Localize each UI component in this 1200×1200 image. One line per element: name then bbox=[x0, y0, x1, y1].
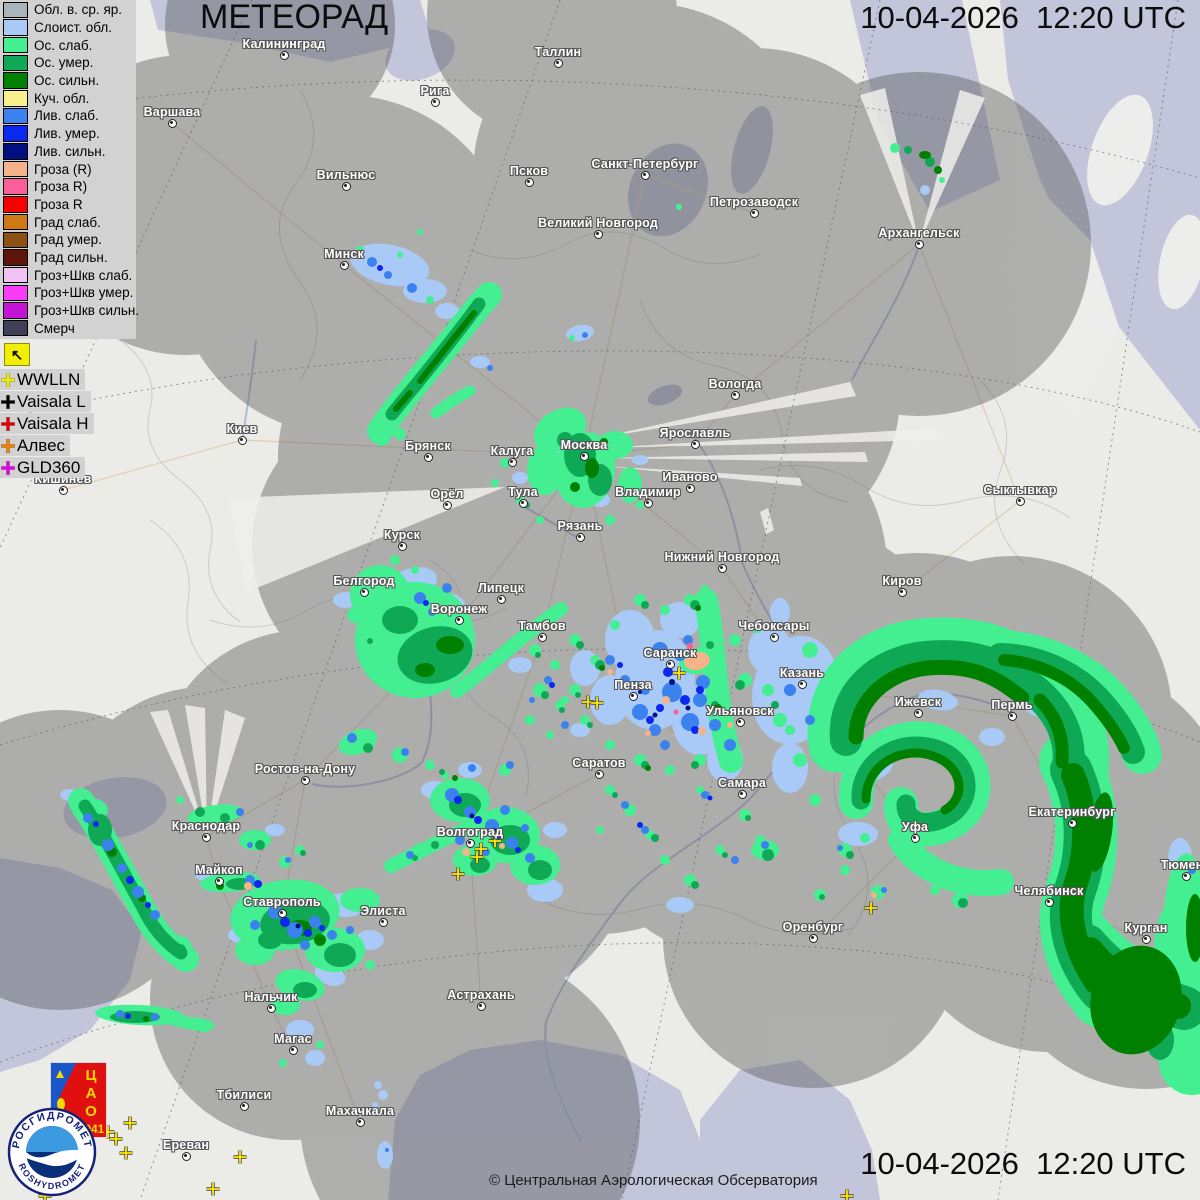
legend-item: Гроза R) bbox=[0, 178, 136, 196]
flag-drop-emblem bbox=[57, 1098, 65, 1110]
page-title: МЕТЕОРАД bbox=[200, 0, 389, 36]
legend-item: Гроз+Шкв слаб. bbox=[0, 266, 136, 284]
lightning-cross-icon bbox=[1, 416, 15, 431]
flag-letter-3: О bbox=[85, 1103, 97, 1120]
legend-label: Гроз+Шкв слаб. bbox=[34, 267, 133, 283]
legend-label: Гроз+Шкв сильн. bbox=[34, 303, 140, 319]
legend-label: Ос. умер. bbox=[34, 55, 94, 71]
legend-panel: Обл. в. ср. яр. Слоист. обл. Ос. слаб. Ос. … bbox=[0, 0, 140, 340]
legend-label: Гроза R) bbox=[34, 179, 88, 195]
beam-artifacts bbox=[150, 88, 985, 837]
legend-swatch bbox=[3, 231, 28, 249]
flag-letter-2: А bbox=[86, 1085, 97, 1102]
lightning-source: Vaisala L bbox=[0, 391, 91, 412]
legend-item: Ос. умер. bbox=[0, 54, 136, 72]
legend-swatch bbox=[3, 249, 28, 266]
lightning-source: Алвес bbox=[0, 435, 71, 456]
legend-item: Смерч bbox=[0, 319, 136, 337]
lightning-source: Vaisala H bbox=[0, 413, 94, 434]
legend-item: Лив. слаб. bbox=[0, 107, 136, 125]
lightning-cross-icon bbox=[1, 394, 15, 409]
flag-letter-1: Ц bbox=[86, 1067, 97, 1084]
legend-label: Смерч bbox=[34, 320, 75, 336]
legend-label: Обл. в. ср. яр. bbox=[34, 2, 123, 18]
lightning-source: GLD360 bbox=[0, 457, 86, 478]
legend-item: Гроза R bbox=[0, 196, 136, 214]
logo-wave bbox=[26, 1149, 78, 1167]
legend-label: Град сильн. bbox=[34, 249, 108, 265]
datetime-bottom: 10-04-2026 12:20 UTC bbox=[860, 1146, 1186, 1181]
legend-label: Куч. обл. bbox=[34, 90, 90, 106]
legend-item: Гроз+Шкв умер. bbox=[0, 284, 136, 302]
legend-items: Обл. в. ср. яр. Слоист. обл. Ос. слаб. Ос. … bbox=[0, 1, 140, 337]
legend-item: Куч. обл. bbox=[0, 89, 136, 107]
attribution: © Центральная Аэрологическая Обсерватори… bbox=[489, 1172, 818, 1189]
lightning-source-label: GLD360 bbox=[17, 457, 81, 477]
flag-tree-emblem bbox=[56, 1070, 64, 1078]
lightning-source-label: Алвес bbox=[17, 435, 66, 455]
legend-swatch bbox=[3, 213, 28, 231]
legend-item: Гроза (R) bbox=[0, 160, 136, 178]
lightning-cross-icon bbox=[1, 372, 15, 387]
legend-swatch bbox=[3, 319, 28, 337]
legend-item: Лив. сильн. bbox=[0, 143, 136, 161]
legend-label: Лив. сильн. bbox=[34, 143, 106, 159]
legend-swatch bbox=[3, 19, 28, 36]
legend-label: Гроза (R) bbox=[34, 161, 92, 177]
legend-label: Лив. слаб. bbox=[34, 108, 99, 124]
legend-swatch bbox=[3, 54, 28, 72]
movement-arrow-icon: ↖ bbox=[10, 346, 24, 364]
legend-item: Слоист. обл. bbox=[0, 19, 136, 37]
lightning-legend: WWLLN Vaisala L Vaisala H Алвес GLD360 bbox=[0, 369, 94, 478]
legend-swatch bbox=[3, 196, 28, 213]
legend-swatch bbox=[3, 302, 28, 319]
legend-label: Слоист. обл. bbox=[34, 20, 113, 36]
legend-item: Ос. слаб. bbox=[0, 36, 136, 54]
legend-swatch bbox=[3, 143, 28, 160]
legend-item: Град сильн. bbox=[0, 249, 136, 267]
legend-item: Лив. умер. bbox=[0, 125, 136, 143]
lightning-cross-icon bbox=[1, 438, 15, 453]
legend-swatch bbox=[3, 266, 28, 284]
legend-item: Гроз+Шкв сильн. bbox=[0, 302, 140, 320]
legend-label: Град умер. bbox=[34, 232, 102, 248]
legend-swatch bbox=[3, 178, 28, 195]
legend-label: Гроза R bbox=[34, 196, 83, 212]
legend-label: Лив. умер. bbox=[34, 126, 100, 142]
legend-label: Гроз+Шкв умер. bbox=[34, 285, 134, 301]
lightning-source-label: WWLLN bbox=[17, 369, 81, 389]
precipitation bbox=[60, 143, 1200, 1169]
lightning-source-label: Vaisala L bbox=[17, 391, 86, 411]
lightning-source-label: Vaisala H bbox=[17, 413, 89, 433]
datetime-top: 10-04-2026 12:20 UTC bbox=[860, 0, 1186, 35]
legend-label: Ос. сильн. bbox=[34, 73, 100, 89]
legend-swatch bbox=[3, 36, 28, 54]
legend-item: Ос. сильн. bbox=[0, 72, 136, 90]
rivers bbox=[242, 245, 1014, 1143]
legend-swatch bbox=[3, 72, 28, 89]
legend-swatch bbox=[3, 160, 28, 178]
lightning-cross-icon bbox=[1, 460, 15, 475]
legend-swatch bbox=[3, 125, 28, 142]
roshydromet-logo: РОСГИДРОМЕТ ROSHYDROMET bbox=[7, 1107, 97, 1197]
lightning-source: WWLLN bbox=[0, 369, 86, 390]
legend-item: Град слаб. bbox=[0, 213, 136, 231]
legend-swatch bbox=[3, 107, 28, 125]
legend-swatch bbox=[3, 284, 28, 302]
legend-swatch bbox=[3, 90, 28, 107]
legend-label: Град слаб. bbox=[34, 214, 101, 230]
islands bbox=[1005, 94, 1200, 420]
movement-arrow-box: ↖ bbox=[4, 343, 30, 366]
legend-item: Град умер. bbox=[0, 231, 136, 249]
legend-label: Ос. слаб. bbox=[34, 37, 93, 53]
legend-item: Обл. в. ср. яр. bbox=[0, 1, 136, 19]
legend-swatch bbox=[3, 1, 28, 19]
